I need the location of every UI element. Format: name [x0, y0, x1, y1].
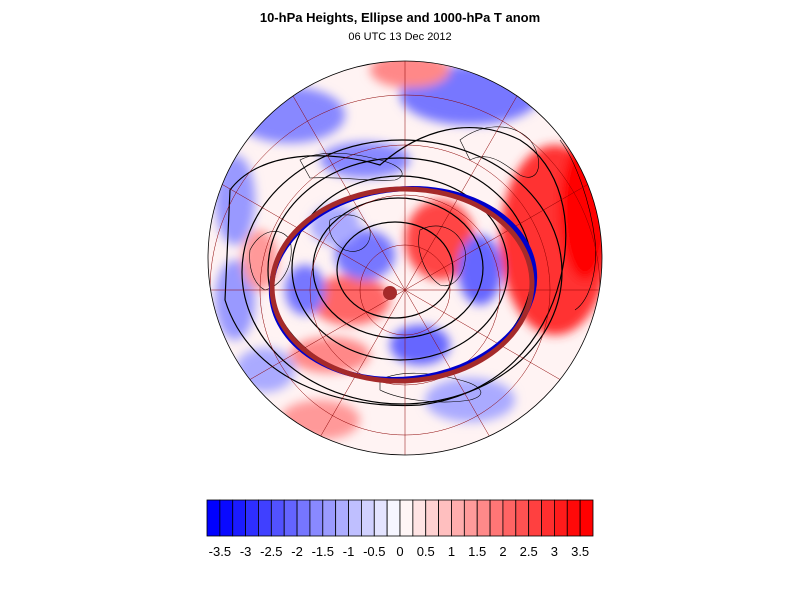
colorbar-tick-label: 2.5 — [520, 544, 538, 559]
colorbar-tick-label: 3 — [551, 544, 558, 559]
colorbar-box — [528, 499, 542, 537]
colorbar-tick-label: 1.5 — [468, 544, 486, 559]
colorbar-box — [451, 499, 465, 537]
colorbar-box — [566, 499, 581, 537]
colorbar-box — [206, 499, 221, 537]
map-boundary — [207, 60, 603, 456]
colorbar-box — [399, 499, 414, 537]
graticule-parallel — [259, 144, 551, 436]
colorbar-box — [502, 499, 517, 537]
colorbar-tick-label: -1.5 — [312, 544, 334, 559]
colorbar-box — [348, 499, 362, 537]
colorbar-box — [489, 499, 504, 537]
colorbar-box — [476, 499, 491, 537]
colorbar-box — [245, 499, 259, 537]
colorbar: -3.5 -3 -2.5 -2 -1.5 -1 -0.5 0 0.5 1 1.5 2 2.5 3 3.5 — [206, 499, 594, 559]
colorbar-tick-label: 2 — [499, 544, 506, 559]
graticule-meridian — [208, 139, 406, 291]
colorbar-box — [412, 499, 427, 537]
colorbar-boxes — [206, 499, 594, 537]
colorbar-tick-labels: -3.5 -3 -2.5 -2 -1.5 -1 -0.5 0 0.5 1 1.5 2 2.5 3 3.5 — [209, 544, 590, 559]
colorbar-box — [360, 499, 375, 537]
10hpa-height-contours — [224, 127, 567, 407]
graticule-parallel — [309, 194, 501, 386]
colorbar-box — [553, 499, 568, 537]
figure-subtitle: 06 UTC 13 Dec 2012 — [348, 31, 452, 43]
colorbar-box — [296, 499, 311, 537]
colorbar-box — [579, 499, 594, 537]
colorbar-box — [270, 499, 285, 537]
colorbar-tick-label: -3 — [240, 544, 252, 559]
colorbar-box — [425, 499, 440, 537]
polar-map — [207, 60, 603, 456]
graticule-meridian — [404, 139, 602, 291]
colorbar-tick-label: 0 — [396, 544, 403, 559]
colorbar-tick-label: -0.5 — [363, 544, 385, 559]
colorbar-box — [541, 499, 555, 537]
colorbar-box — [322, 499, 337, 537]
ellipse-center-marker — [383, 286, 397, 300]
graticule-meridian — [404, 289, 556, 455]
colorbar-box — [258, 499, 272, 537]
graticule-meridian — [254, 289, 406, 455]
colorbar-box — [232, 499, 247, 537]
colorbar-box — [515, 499, 530, 537]
coastlines — [249, 126, 596, 403]
colorbar-box — [309, 499, 324, 537]
colorbar-box — [386, 499, 401, 537]
colorbar-tick-label: -1 — [343, 544, 355, 559]
colorbar-tick-label: -2 — [291, 544, 303, 559]
colorbar-tick-label: -2.5 — [260, 544, 282, 559]
colorbar-tick-label: 1 — [448, 544, 455, 559]
colorbar-tick-label: 3.5 — [571, 544, 589, 559]
graticule — [208, 61, 602, 455]
colorbar-box — [283, 499, 298, 537]
colorbar-box — [463, 499, 478, 537]
vortex-ellipse — [268, 186, 538, 384]
figure-title: 10-hPa Heights, Ellipse and 1000-hPa T a… — [259, 10, 541, 25]
colorbar-tick-label: 0.5 — [417, 544, 435, 559]
colorbar-box — [219, 499, 234, 537]
graticule-meridian — [404, 289, 602, 441]
colorbar-box — [373, 499, 388, 537]
colorbar-tick-label: -3.5 — [209, 544, 231, 559]
colorbar-box — [438, 499, 452, 537]
graticule-parallel — [359, 244, 451, 336]
colorbar-box — [335, 499, 349, 537]
graticule-meridian — [208, 289, 406, 441]
